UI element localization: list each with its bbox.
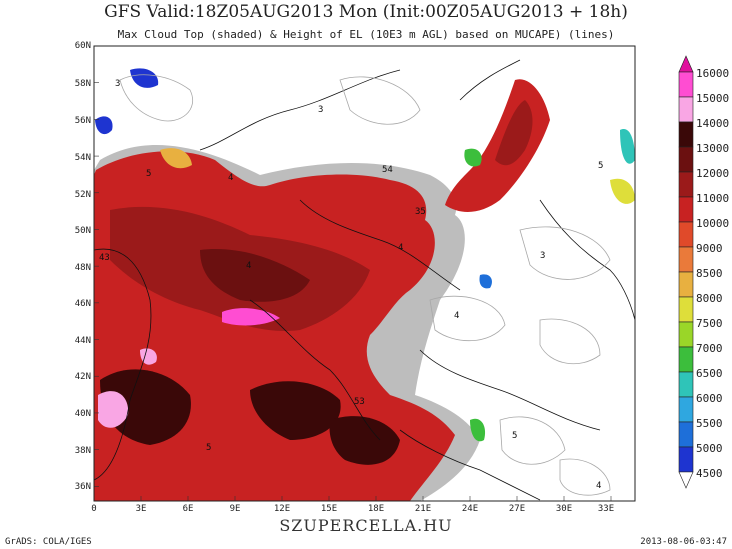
lat-label: 46N [74, 299, 91, 309]
colorbar-label: 8000 [696, 292, 723, 305]
colorbar-swatch [678, 246, 694, 273]
colorbar-swatch [678, 296, 694, 323]
colorbar-swatch [678, 346, 694, 373]
lat-label: 58N [74, 79, 91, 89]
colorbar-swatch [678, 171, 694, 198]
colorbar-label: 14000 [696, 117, 730, 130]
lon-label: 3E [135, 504, 147, 514]
contour-label: 4 [596, 481, 601, 491]
colorbar-label: 7500 [696, 317, 723, 330]
lon-label: 30E [555, 504, 573, 514]
lat-label: 42N [74, 372, 91, 382]
lat-label: 56N [74, 116, 91, 126]
contour-label: 4 [398, 243, 403, 253]
contour-label: 3 [115, 79, 120, 89]
lon-label: 12E [273, 504, 291, 514]
colorbar-swatch [678, 146, 694, 173]
contour-label: 5 [598, 161, 603, 171]
contour-label: 5 [206, 443, 211, 453]
lat-label: 50N [74, 226, 91, 236]
grads-credit: GrADS: COLA/IGES [5, 537, 92, 547]
lat-label: 60N [74, 41, 91, 51]
colorbar-swatch [678, 221, 694, 248]
colorbar-label: 4500 [696, 467, 723, 480]
colorbar-label: 13000 [696, 142, 730, 155]
colorbar [678, 55, 694, 489]
colorbar-label: 5000 [696, 442, 723, 455]
lon-label: 0 [91, 504, 97, 514]
colorbar-label: 10000 [696, 217, 730, 230]
contour-label: 54 [382, 165, 393, 175]
colorbar-swatch [678, 421, 694, 448]
colorbar-swatch [678, 396, 694, 423]
contour-label: 43 [99, 253, 110, 263]
colorbar-label: 6000 [696, 392, 723, 405]
colorbar-swatch [678, 196, 694, 223]
contour-label: 4 [246, 261, 251, 271]
site-brand: SZUPERCELLA.HU [279, 516, 453, 535]
colorbar-swatch [678, 446, 694, 473]
lat-label: 38N [74, 446, 91, 456]
map-subtitle: Max Cloud Top (shaded) & Height of EL (1… [117, 28, 615, 41]
colorbar-label: 8500 [696, 267, 723, 280]
colorbar-arrow-bottom [678, 471, 694, 489]
lat-label: 40N [74, 409, 91, 419]
contour-label: 53 [354, 397, 365, 407]
map-field: 3 4 5 43 53 54 35 3 4 5 3 5 4 4 5 4 [94, 46, 635, 501]
lon-label: 6E [182, 504, 194, 514]
contour-label: 35 [415, 207, 426, 217]
render-timestamp: 2013-08-06-03:47 [640, 537, 727, 547]
lon-label: 18E [367, 504, 385, 514]
colorbar-arrow-top [678, 55, 694, 73]
colorbar-label: 12000 [696, 167, 730, 180]
lon-label: 15E [320, 504, 338, 514]
lat-label: 48N [74, 263, 91, 273]
lat-label: 36N [74, 482, 91, 492]
lat-label: 52N [74, 190, 91, 200]
lon-label: 24E [461, 504, 479, 514]
lat-label: 54N [74, 153, 91, 163]
lon-label: 9E [229, 504, 241, 514]
map-frame [93, 45, 636, 502]
colorbar-label: 15000 [696, 92, 730, 105]
colorbar-label: 16000 [696, 67, 730, 80]
lon-label: 33E [597, 504, 615, 514]
colorbar-swatch [678, 321, 694, 348]
lat-label: 44N [74, 336, 91, 346]
colorbar-label: 5500 [696, 417, 723, 430]
contour-label: 5 [512, 431, 517, 441]
colorbar-swatch [678, 71, 694, 98]
contour-label: 3 [540, 251, 545, 261]
lon-label: 27E [508, 504, 526, 514]
contour-label: 5 [146, 169, 151, 179]
colorbar-swatch [678, 96, 694, 123]
colorbar-swatch [678, 371, 694, 398]
contour-label: 4 [454, 311, 459, 321]
map-title: GFS Valid:18Z05AUG2013 Mon (Init:00Z05AU… [104, 2, 628, 22]
colorbar-label: 7000 [696, 342, 723, 355]
colorbar-label: 9000 [696, 242, 723, 255]
colorbar-swatch [678, 271, 694, 298]
colorbar-swatch [678, 121, 694, 148]
lon-label: 21E [414, 504, 432, 514]
colorbar-label: 11000 [696, 192, 730, 205]
colorbar-label: 6500 [696, 367, 723, 380]
contour-label: 3 [318, 105, 323, 115]
contour-label: 4 [228, 173, 233, 183]
